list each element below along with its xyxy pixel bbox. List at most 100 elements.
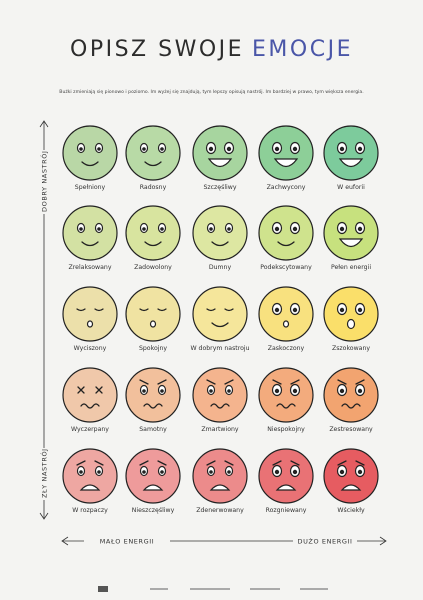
brow	[206, 379, 216, 385]
pupil	[357, 226, 363, 232]
face	[323, 448, 379, 504]
emotion-face	[192, 125, 248, 181]
footer-mark	[250, 588, 280, 590]
mouth	[86, 320, 94, 328]
emotion-face	[192, 448, 248, 504]
mouth	[346, 318, 356, 330]
emotion-label: W euforii	[337, 184, 365, 191]
title-accent: EMOCJE	[252, 37, 353, 62]
brow	[224, 460, 234, 466]
face	[125, 448, 181, 504]
face	[192, 286, 248, 342]
subtitle: Buźki zmieniają się pionowo i poziomo. I…	[59, 88, 363, 95]
pupil	[209, 227, 213, 231]
emotion-face	[258, 286, 314, 342]
title: OPISZ SWOJE EMOCJE	[70, 37, 353, 62]
face	[258, 367, 314, 423]
mouth	[210, 403, 230, 409]
brow	[355, 379, 365, 385]
emotion-face	[125, 205, 181, 261]
pupil	[339, 226, 345, 232]
arrow-left	[61, 536, 69, 546]
mouth	[81, 161, 99, 167]
emotion-face	[125, 367, 181, 423]
pupil	[160, 227, 164, 231]
emotion-label: Radosny	[140, 184, 167, 191]
mouth	[149, 320, 157, 328]
pupil	[142, 147, 146, 151]
emotion-label: Zmartwiony	[201, 426, 239, 433]
brow	[157, 379, 167, 385]
emotion-label: W rozpaczy	[72, 507, 108, 514]
face	[62, 367, 118, 423]
arrow-up	[39, 120, 49, 128]
pupil	[357, 146, 363, 152]
eye	[95, 386, 103, 394]
title-start: OPISZ SWOJE	[70, 37, 244, 62]
brow	[224, 379, 234, 385]
mouth	[80, 403, 100, 409]
face	[192, 205, 248, 261]
emotion-face	[62, 367, 118, 423]
pupil	[79, 147, 83, 151]
emotion-label: Zachwycony	[267, 184, 306, 191]
emotion-face	[62, 125, 118, 181]
pupil	[209, 470, 213, 474]
mouth	[338, 238, 364, 248]
emotion-label: Wściekły	[337, 506, 365, 514]
axis-gap	[39, 150, 49, 214]
emotion-label: Rozgniewany	[266, 507, 307, 514]
pupil	[274, 226, 280, 232]
pupil	[292, 226, 298, 232]
face	[258, 205, 314, 261]
face	[323, 205, 379, 261]
footer-mark	[300, 588, 328, 590]
pupil	[274, 146, 280, 152]
axis-gap	[84, 536, 170, 546]
eye	[77, 386, 85, 394]
bad-mood-label: ZŁY NASTRÓJ	[40, 448, 49, 498]
pupil	[227, 227, 231, 231]
mouth	[211, 322, 229, 328]
face	[323, 367, 379, 423]
brow	[337, 379, 347, 385]
eye	[224, 308, 234, 312]
mouth	[211, 241, 229, 247]
mouth	[277, 241, 295, 247]
pupil	[97, 227, 101, 231]
emotion-face	[258, 448, 314, 504]
eye	[94, 308, 104, 312]
pupil	[97, 147, 101, 151]
footer-mark	[190, 588, 230, 590]
pupil	[292, 469, 298, 475]
emotion-label: Zaskoczony	[268, 345, 305, 352]
footer-logo	[98, 586, 108, 592]
emotion-label: Zrelaksowany	[69, 264, 112, 271]
emotion-label: Zestresowany	[329, 426, 373, 433]
low-energy-label: MAŁO ENERGII	[100, 538, 155, 546]
pupil	[160, 389, 164, 393]
brow	[272, 379, 282, 385]
emotion-face	[258, 367, 314, 423]
face	[192, 448, 248, 504]
face	[192, 367, 248, 423]
emotion-label: Szczęśliwy	[203, 183, 236, 191]
pupil	[339, 469, 345, 475]
mouth	[209, 484, 231, 491]
emotion-label: Samotny	[139, 426, 167, 433]
axis-gap	[39, 448, 49, 500]
mouth	[341, 403, 361, 409]
brow	[139, 460, 149, 466]
brow	[206, 460, 216, 466]
face	[125, 367, 181, 423]
emotion-label: Zadowolony	[134, 264, 172, 271]
mouth	[143, 403, 163, 409]
emotion-face	[125, 286, 181, 342]
face	[323, 125, 379, 181]
eye	[157, 308, 167, 312]
pupil	[209, 389, 213, 393]
pupil	[227, 389, 231, 393]
face	[62, 286, 118, 342]
brow	[272, 460, 282, 466]
